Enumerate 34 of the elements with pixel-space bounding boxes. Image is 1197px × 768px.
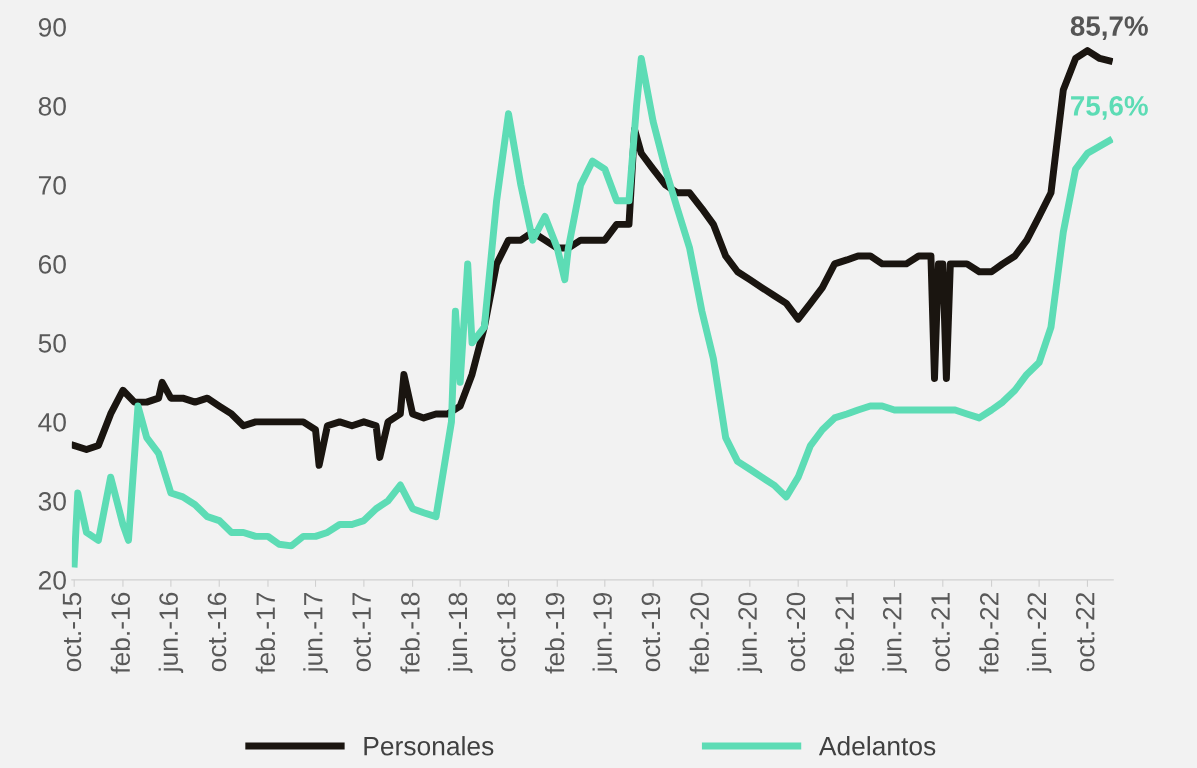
x-tick-label: feb.-17 <box>255 592 276 674</box>
x-tick-label: feb.-22 <box>979 592 999 674</box>
x-tick-label: jun.-18 <box>447 592 473 673</box>
y-tick-label: 70 <box>38 176 66 195</box>
x-tick-label: oct.-19 <box>641 592 661 672</box>
x-tick-label: jun.-22 <box>1026 592 1052 673</box>
x-tick-label: feb.-21 <box>834 592 854 674</box>
y-tick-label: 30 <box>38 491 66 511</box>
x-tick-label: oct.-21 <box>931 592 950 672</box>
y-tick-label: 50 <box>38 333 66 353</box>
x-tick-label: jun.-21 <box>882 592 907 673</box>
x-tick-label: feb.-16 <box>110 592 131 674</box>
y-tick-label: 80 <box>38 97 66 116</box>
x-tick-label: oct.-22 <box>1075 592 1095 672</box>
x-tick-label: jun.-20 <box>737 592 763 673</box>
x-tick-label: oct.-17 <box>352 592 371 672</box>
x-tick-label: jun.-16 <box>158 592 184 673</box>
annotation: 75,6% <box>1071 96 1148 120</box>
x-tick-label: feb.-19 <box>544 592 565 674</box>
y-tick-label: 90 <box>38 18 66 37</box>
legend-label: Personales <box>364 736 494 756</box>
legend-label: Adelantos <box>818 736 936 756</box>
annotation: 85,7% <box>1070 16 1148 40</box>
y-tick-label: 20 <box>38 570 66 590</box>
x-tick-label: oct.-18 <box>496 592 516 672</box>
x-tick-label: oct.-20 <box>786 592 806 672</box>
y-tick-label: 40 <box>38 412 66 432</box>
x-tick-label: jun.-17 <box>303 592 328 673</box>
x-tick-label: oct.-15 <box>62 592 82 672</box>
x-tick-label: feb.-18 <box>400 592 420 674</box>
x-tick-label: jun.-19 <box>592 592 618 673</box>
y-tick-label: 60 <box>38 255 66 274</box>
x-tick-label: feb.-20 <box>689 592 709 674</box>
x-tick-label: oct.-16 <box>207 592 227 672</box>
